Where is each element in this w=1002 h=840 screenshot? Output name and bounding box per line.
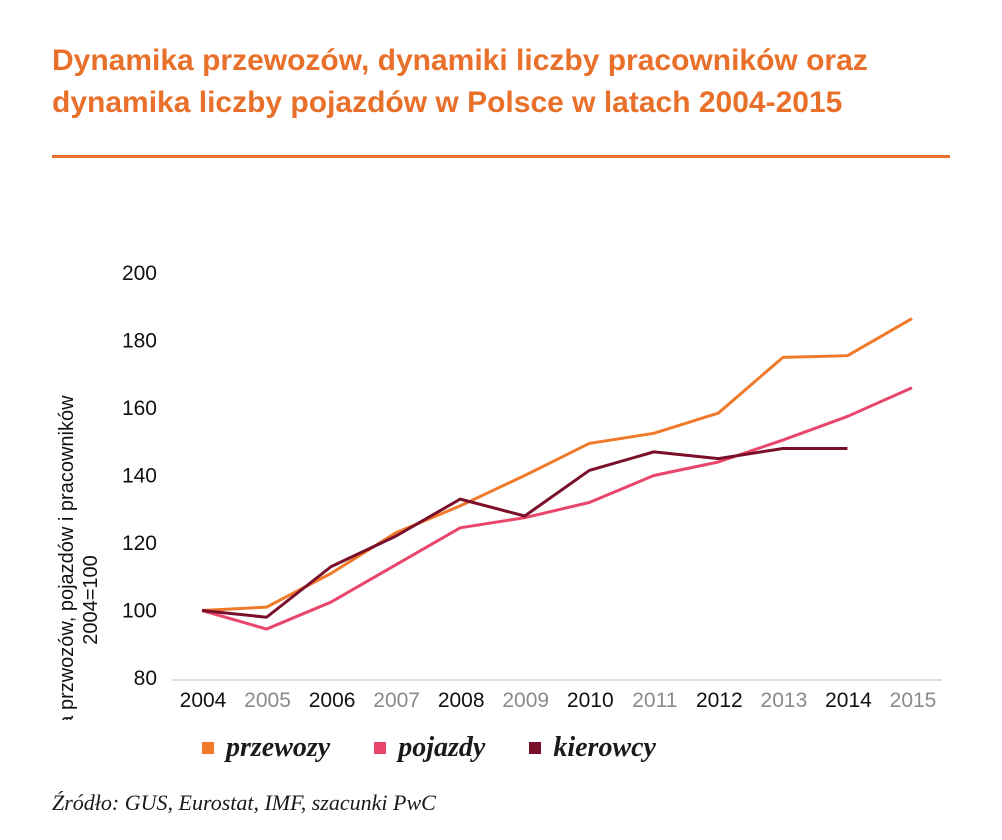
legend-item-przewozy: przewozy <box>202 732 330 764</box>
x-tick-label: 2012 <box>696 689 743 712</box>
x-tick-label: 2008 <box>438 689 485 712</box>
y-tick-label: 80 <box>134 667 157 690</box>
y-axis-label-line-1: Dynamika przwozów, pojazdów i pracownikó… <box>56 395 78 720</box>
legend-swatch-przewozy <box>202 742 214 754</box>
x-tick-label: 2010 <box>567 689 614 712</box>
title-divider <box>52 155 950 158</box>
y-axis-label-line-2: 2004=100 <box>80 555 102 645</box>
series-line-pojazdy <box>201 386 913 631</box>
x-tick-label: 2013 <box>761 689 808 712</box>
x-tick-label: 2009 <box>502 689 549 712</box>
legend: przewozy pojazdy kierowcy <box>202 730 700 766</box>
y-tick-label: 200 <box>122 262 157 285</box>
series-line-przewozy <box>201 317 913 612</box>
y-tick-label: 120 <box>122 532 157 555</box>
y-tick-label: 160 <box>122 397 157 420</box>
y-tick-label: 140 <box>122 465 157 488</box>
x-tick-label: 2005 <box>244 689 291 712</box>
y-tick-label: 100 <box>122 600 157 623</box>
y-tick-label: 180 <box>122 330 157 353</box>
x-tick-label: 2007 <box>373 689 420 712</box>
legend-label-kierowcy: kierowcy <box>553 732 656 763</box>
x-tick-label: 2006 <box>309 689 356 712</box>
series-lines <box>201 317 913 631</box>
legend-swatch-kierowcy <box>529 742 542 754</box>
x-axis-ticks: 2004 2005 2006 2007 2008 2009 2010 2011 2012 2013… <box>180 689 937 712</box>
y-axis-label: Dynamika przwozów, pojazdów i pracownikó… <box>56 395 102 720</box>
legend-item-kierowcy: kierowcy <box>529 732 656 764</box>
line-chart: Dynamika przwozów, pojazdów i pracownikó… <box>56 262 942 720</box>
legend-swatch-pojazdy <box>374 742 387 754</box>
chart-title: Dynamika przewozów, dynamiki liczby prac… <box>52 44 868 119</box>
legend-label-przewozy: przewozy <box>226 732 331 763</box>
source-note: Źródło: GUS, Eurostat, IMF, szacunki PwC <box>52 790 436 815</box>
x-tick-label: 2014 <box>825 689 872 712</box>
x-tick-label: 2015 <box>890 689 937 712</box>
y-axis-ticks: 80 100 120 140 160 180 200 <box>122 262 157 690</box>
x-tick-label: 2011 <box>632 689 677 712</box>
legend-label-pojazdy: pojazdy <box>398 732 486 763</box>
series-line-kierowcy <box>201 447 848 619</box>
legend-item-pojazdy: pojazdy <box>374 732 485 764</box>
x-tick-label: 2004 <box>180 689 227 712</box>
